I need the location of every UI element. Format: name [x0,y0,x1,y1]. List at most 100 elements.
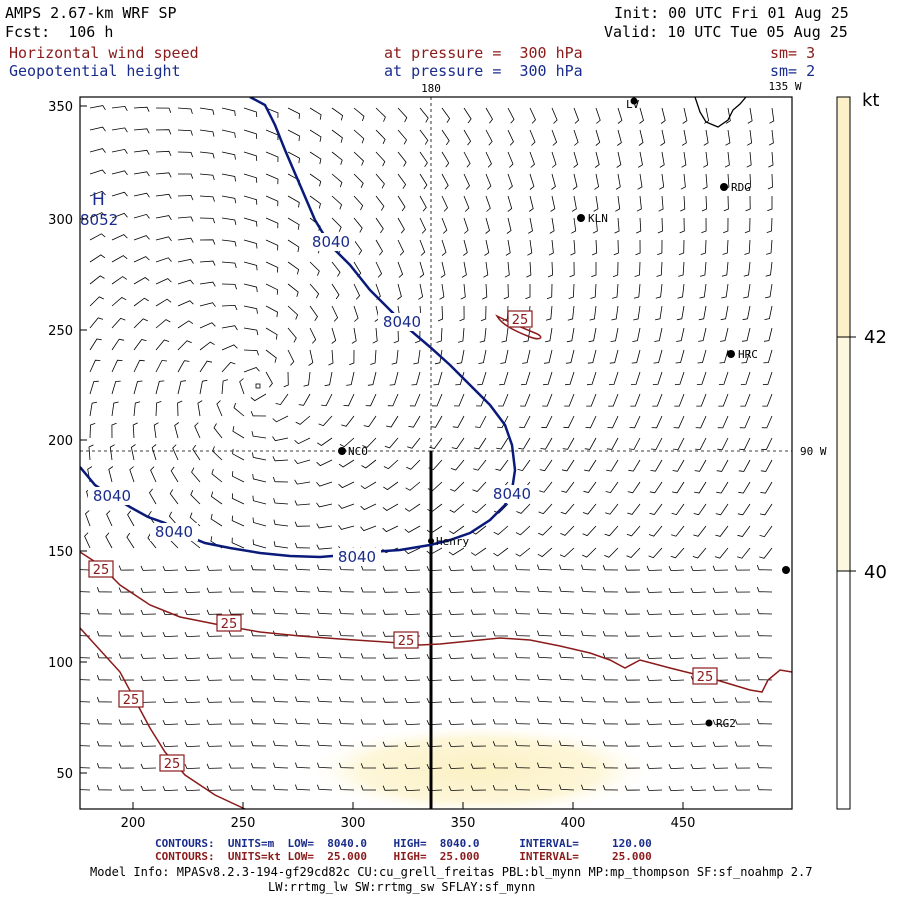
wind-barb [339,437,355,448]
wind-barb [221,195,237,204]
wind-barb [492,565,509,571]
wind-barb [474,415,487,428]
wind-barb [177,300,194,307]
wind-barb [559,586,575,593]
wind-barb [265,327,278,340]
wind-barb [544,327,553,343]
wind-barb [649,481,663,494]
wind-barb [192,444,201,461]
wind-barb [397,283,402,300]
colorbar-label-42: 42 [864,327,887,348]
wind-barb [184,785,201,792]
wind-barb [250,586,267,593]
wind-barb [397,239,405,256]
wind-barb [317,652,333,659]
wind-barb [272,456,289,462]
wind-barb [668,609,685,616]
wind-barb [482,283,488,300]
height-label-5: 8040 [155,523,193,541]
wind-barb [228,565,245,571]
wind-barb [316,523,333,529]
wind-barb [700,239,707,255]
station-kln-label: KLN [588,212,608,225]
wind-barb [228,763,245,769]
wind-barb [404,565,421,572]
wind-barb [690,785,707,792]
wind-barb [331,173,343,188]
wind-barb [375,129,386,144]
wind-barb [80,657,91,659]
wind-barb [668,587,685,594]
wind-barb [133,213,150,219]
wind-barb [106,510,113,527]
wind-barb [614,217,620,234]
wind-barb [626,547,641,558]
wind-barb [287,261,300,275]
wind-barb [712,587,729,593]
wind-barb [409,393,421,407]
wind-barb [360,609,376,615]
wind-barb [449,503,465,513]
wind-barb [485,217,490,234]
wind-barb [430,415,443,428]
wind-barb [294,459,311,465]
wind-barb [717,415,729,429]
wind-barb [756,586,773,593]
wind-barb [668,785,685,792]
wind-barb [762,393,773,407]
wind-barb [460,283,466,300]
wind-barb [243,349,259,356]
x-tick-label: 400 [561,816,586,831]
wind-barb [690,587,707,594]
wind-barb [692,547,707,559]
wind-barb [265,371,273,388]
station-henry-dot [428,538,434,544]
wind-barb [581,630,597,637]
wind-barb [111,317,126,329]
wind-barb [559,762,575,769]
wind-barb [177,320,194,329]
wind-barb [221,325,238,331]
wind-barb [338,762,355,769]
footer-row2: CONTOURS: UNITS=kt LOW= 25.000 HIGH= 25.… [155,850,652,863]
wind-barb [604,547,619,558]
wind-barb [756,630,773,637]
wind-barb [309,261,320,276]
wind-barb [586,371,597,386]
wind-barb [631,349,641,364]
wind-barb [761,415,773,429]
wind-barb [89,169,106,175]
station-edge-dot [782,566,790,574]
meridian-180-label: 180 [421,82,441,95]
wind-barb [611,305,619,321]
wind-barb [581,564,597,571]
wind-barb [712,631,729,637]
wind-barb [273,608,289,615]
wind-barb [572,173,578,190]
wind-barb [595,107,601,124]
wind-barb [96,718,113,725]
wind-barb [745,195,751,212]
wind-barb [581,652,597,659]
wind-barb [525,284,531,300]
wind-barb [463,173,470,190]
wind-barb [360,631,376,637]
wind-barb [111,255,128,263]
wind-barb [419,195,427,212]
wind-barb [712,719,729,725]
wind-barb [581,674,597,681]
wind-barb [140,719,157,725]
wind-barb [140,785,157,791]
wind-barb [441,217,448,234]
wind-barb [317,564,333,571]
wind-barb [111,170,128,176]
wind-barb [365,393,377,407]
wind-barb [89,148,106,153]
wind-barb [295,674,311,681]
wind-barb [419,129,429,145]
wind-barb [763,349,773,364]
wind-barb [529,107,536,124]
wind-barb [239,378,245,395]
wind-barb [426,763,443,770]
wind-barb [273,630,289,637]
